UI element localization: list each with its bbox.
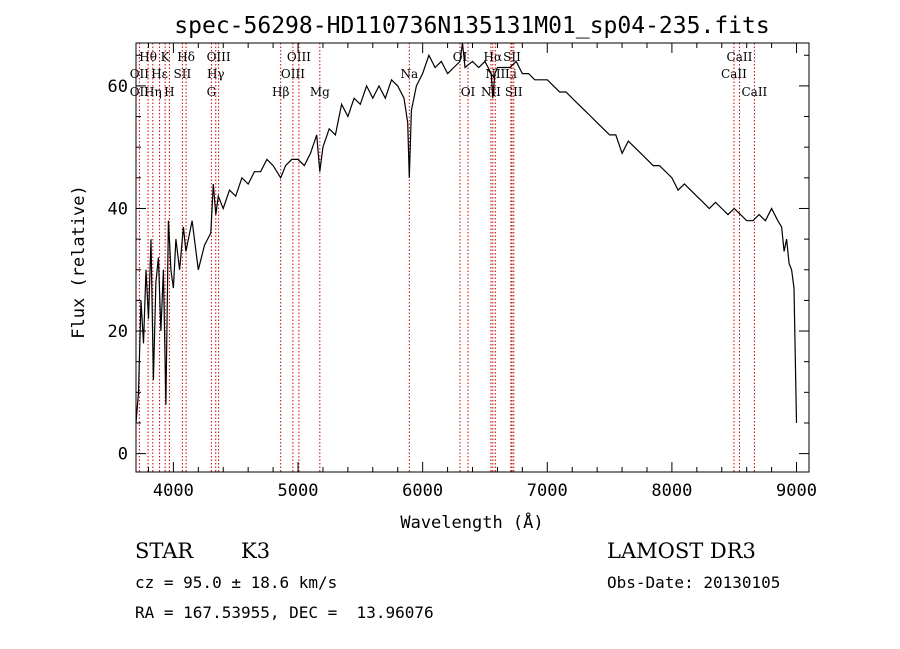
line-label-na: Na — [400, 67, 418, 81]
chart-title: spec-56298-HD110736N135131M01_sp04-235.f… — [174, 13, 769, 39]
x-tick-label: 4000 — [153, 481, 194, 501]
y-axis: 0 20 40 60 — [108, 54, 809, 465]
x-tick-label: 5000 — [278, 481, 319, 501]
x-axis-label: Wavelength (Å) — [400, 511, 543, 533]
line-label-oiii: OIII — [281, 67, 305, 81]
line-label-nii: NII — [481, 85, 501, 99]
y-tick-label: 40 — [108, 199, 128, 219]
x-tick-label: 7000 — [527, 481, 568, 501]
line-label-hθ: Hθ — [139, 50, 157, 64]
line-label-hβ: Hβ — [272, 85, 289, 99]
line-label-li: Li — [505, 67, 517, 81]
y-axis-label: Flux (relative) — [69, 185, 89, 339]
line-label-oii: OII — [130, 67, 150, 81]
line-label-caii: CaII — [741, 85, 767, 99]
y-tick-label: 60 — [108, 77, 128, 97]
line-label-k: K — [161, 50, 171, 64]
line-label-sii: SII — [505, 85, 523, 99]
line-label-oiii: OIII — [207, 50, 231, 64]
line-label-hδ: Hδ — [177, 50, 195, 64]
line-label-hγ: Hγ — [207, 67, 225, 81]
redshift-velocity: cz = 95.0 ± 18.6 km/s — [135, 573, 338, 592]
line-label-caii: CaII — [721, 67, 747, 81]
observation-date: Obs-Date: 20130105 — [607, 573, 781, 592]
y-tick-label: 0 — [118, 445, 128, 465]
line-label-g: G — [207, 85, 217, 99]
line-label-mg: Mg — [310, 85, 330, 99]
y-tick-label: 20 — [108, 322, 128, 342]
line-label-sii: SII — [503, 50, 521, 64]
x-tick-label: 8000 — [651, 481, 692, 501]
x-axis: 4000 5000 6000 7000 8000 9000 — [147, 43, 817, 501]
coordinates: RA = 167.53955, DEC = 13.96076 — [135, 603, 434, 622]
line-label-h: H — [164, 85, 174, 99]
x-tick-label: 9000 — [776, 481, 817, 501]
spectral-subclass: K3 — [241, 539, 271, 563]
line-label-caii: CaII — [727, 50, 753, 64]
survey-name: LAMOST DR3 — [607, 539, 756, 563]
line-label-sii: SII — [174, 67, 192, 81]
object-class: STAR — [135, 539, 194, 563]
plot-frame — [135, 42, 810, 473]
line-label-oiii: OIII — [287, 50, 311, 64]
spectrum-line — [135, 42, 798, 424]
line-label-hα: Hα — [484, 50, 503, 64]
line-markers — [138, 43, 755, 472]
line-label-hε: Hε — [151, 67, 168, 81]
line-label-oii: OII — [130, 85, 150, 99]
line-label-oi: OI — [461, 85, 476, 99]
x-tick-label: 6000 — [402, 481, 443, 501]
line-label-hη: Hη — [144, 85, 162, 99]
